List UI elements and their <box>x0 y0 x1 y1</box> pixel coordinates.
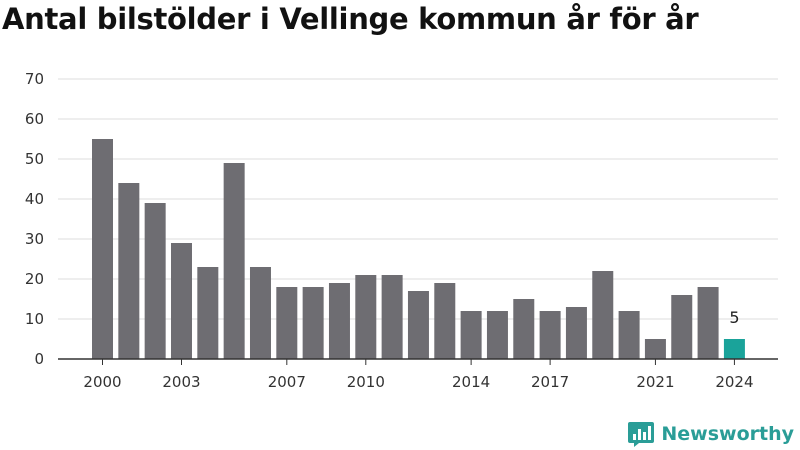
bar <box>513 299 535 359</box>
bar <box>697 287 719 359</box>
bar <box>434 283 456 359</box>
x-tick-label: 2010 <box>347 373 385 391</box>
bar <box>644 339 666 359</box>
y-tick-label: 70 <box>25 70 44 88</box>
highlight-bar <box>723 339 745 359</box>
bar <box>276 287 298 359</box>
newsworthy-logo-icon <box>628 422 655 447</box>
chart-title: Antal bilstölder i Vellinge kommun år fö… <box>2 2 699 36</box>
bar <box>328 283 350 359</box>
bar <box>223 163 245 359</box>
bar <box>118 183 140 359</box>
x-tick-label: 2000 <box>83 373 121 391</box>
y-tick-label: 20 <box>25 270 44 288</box>
bar <box>302 287 324 359</box>
bar <box>144 203 166 359</box>
bar <box>486 311 508 359</box>
y-tick-label: 10 <box>25 310 44 328</box>
x-tick-label: 2024 <box>715 373 753 391</box>
y-tick-label: 30 <box>25 230 44 248</box>
x-tick-label: 2017 <box>531 373 569 391</box>
brand-name: Newsworthy <box>661 423 794 445</box>
bar <box>618 311 640 359</box>
bar <box>460 311 482 359</box>
y-tick-label: 60 <box>25 110 44 128</box>
bar <box>671 295 693 359</box>
bar <box>565 307 587 359</box>
bar <box>592 271 614 359</box>
y-tick-label: 40 <box>25 190 44 208</box>
bar <box>92 139 113 359</box>
bar <box>539 311 561 359</box>
y-tick-label: 0 <box>34 350 44 368</box>
bar <box>381 275 403 359</box>
x-tick-label: 2007 <box>268 373 306 391</box>
x-tick-label: 2021 <box>636 373 674 391</box>
data-label: 5 <box>729 308 739 327</box>
x-tick-label: 2003 <box>162 373 200 391</box>
x-tick-label: 2014 <box>452 373 490 391</box>
bar <box>249 267 271 359</box>
bar <box>197 267 219 359</box>
y-tick-label: 50 <box>25 150 44 168</box>
bar <box>407 291 429 359</box>
brand: Newsworthy <box>627 420 794 448</box>
bar <box>170 243 192 359</box>
bar <box>355 275 377 359</box>
